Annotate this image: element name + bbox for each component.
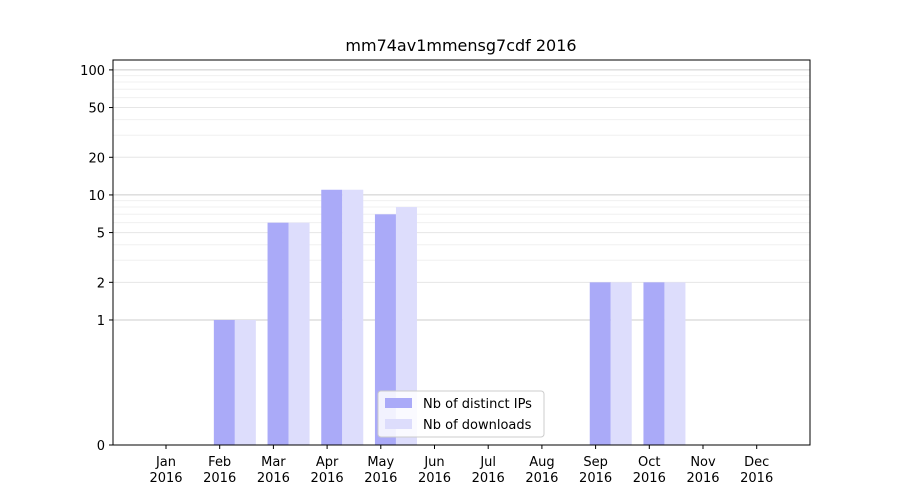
x-tick-label: Mar 2016: [257, 455, 290, 486]
y-axis: 0 1 2 5 10 20 50 100: [80, 64, 113, 454]
x-tick-label: Oct 2016: [633, 455, 666, 486]
bars: [213, 189, 686, 445]
bar-distinct-ips: [374, 214, 396, 445]
bar-distinct-ips: [643, 282, 665, 445]
y-tick-label: 20: [88, 151, 105, 166]
y-tick-label: 10: [88, 189, 105, 204]
y-tick-label: 0: [97, 439, 105, 454]
x-tick-label: Sep 2016: [579, 455, 612, 486]
x-tick-label: Jun 2016: [418, 455, 451, 486]
x-tick-label: Nov 2016: [686, 455, 719, 486]
bar-distinct-ips: [321, 189, 343, 445]
bar-downloads: [395, 207, 417, 445]
y-tick-label: 2: [97, 276, 105, 291]
legend-label: Nb of distinct IPs: [423, 397, 532, 412]
bar-distinct-ips: [589, 282, 611, 445]
x-tick-label: Dec 2016: [740, 455, 773, 486]
y-tick-label: 100: [80, 64, 105, 79]
x-tick-label: Aug 2016: [525, 455, 558, 486]
x-axis: Jan 2016 Feb 2016 Mar 2016 Apr 2016 May 2016 Jun 20…: [149, 445, 773, 486]
chart-title: mm74av1mmensg7cdf 2016: [345, 36, 576, 55]
x-tick-label: May 2016: [364, 455, 397, 486]
x-tick-label: Jan 2016: [149, 455, 182, 486]
y-tick-label: 50: [88, 102, 105, 117]
bar-downloads: [288, 222, 310, 445]
x-tick-label: Apr 2016: [311, 455, 344, 486]
y-tick-label: 5: [97, 227, 105, 242]
y-tick-label: 1: [97, 314, 105, 329]
bar-downloads: [234, 319, 256, 445]
legend: Nb of distinct IPs Nb of downloads: [377, 390, 545, 438]
legend-box: [377, 390, 545, 438]
bar-downloads: [664, 282, 686, 445]
bar-downloads: [342, 189, 364, 445]
legend-swatch: [385, 419, 412, 429]
x-tick-label: Jul 2016: [472, 455, 505, 486]
x-tick-label: Feb 2016: [203, 455, 236, 486]
legend-swatch: [385, 398, 412, 408]
bar-distinct-ips: [213, 319, 235, 445]
legend-label: Nb of downloads: [423, 418, 532, 433]
plot-area-frame: [112, 59, 811, 446]
bar-distinct-ips: [267, 222, 289, 445]
bar-downloads: [610, 282, 632, 445]
